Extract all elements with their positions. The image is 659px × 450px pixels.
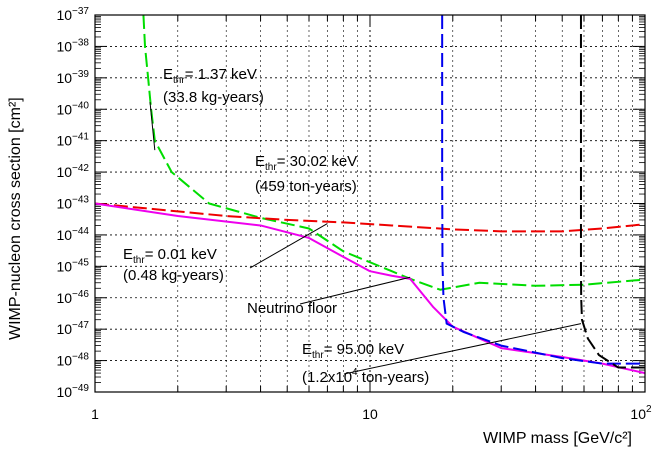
y-tick-label: 10−46 bbox=[56, 289, 89, 306]
pointer-line-red bbox=[249, 223, 328, 269]
y-tick-label-exp: −46 bbox=[72, 289, 89, 300]
annotation-black-prefix: E bbox=[302, 341, 312, 358]
y-tick-label-base: 10 bbox=[56, 164, 72, 180]
y-tick-label-exp: −41 bbox=[72, 132, 89, 143]
pointer-line-neutrino bbox=[299, 276, 411, 305]
x-tick-label-base: 10 bbox=[630, 406, 646, 422]
y-tick-label-exp: −40 bbox=[72, 100, 89, 111]
series-line-green bbox=[142, 14, 646, 291]
x-tick-label: 102 bbox=[630, 404, 652, 422]
annotation-green-prefix: E bbox=[163, 66, 173, 83]
y-tick-label-base: 10 bbox=[56, 258, 72, 274]
y-tick-label-exp: −43 bbox=[72, 195, 89, 206]
y-tick-label-exp: −49 bbox=[72, 383, 89, 394]
grid bbox=[95, 15, 646, 392]
annotation-red-exposure: (0.48 kg-years) bbox=[123, 267, 224, 284]
annotation-pointers bbox=[149, 101, 582, 375]
x-axis-title: WIMP mass [GeV/c²] bbox=[483, 430, 632, 447]
annotation-black-exposure-pre: (1.2x10 bbox=[302, 369, 352, 386]
y-tick-label-base: 10 bbox=[56, 290, 72, 306]
annotation-green-threshold: Ethr= 1.37 keV bbox=[163, 66, 257, 86]
y-tick-label-exp: −47 bbox=[72, 320, 89, 331]
annotation-black-exposure-post: ton-years) bbox=[358, 369, 430, 386]
y-tick-label-exp: −48 bbox=[72, 352, 89, 363]
annotation-red-prefix: E bbox=[123, 246, 133, 263]
plot-frame bbox=[94, 14, 646, 393]
y-tick-label-base: 10 bbox=[56, 133, 72, 149]
y-axis-title: WIMP-nucleon cross section [cm²] bbox=[7, 97, 24, 340]
series-layer bbox=[94, 14, 646, 375]
annotation-blue-threshold: Ethr= 30.02 keV bbox=[255, 153, 357, 173]
annotation-green-sub: thr bbox=[173, 75, 185, 86]
y-tick-label-base: 10 bbox=[56, 353, 72, 369]
annotation-blue-value: = 30.02 keV bbox=[277, 153, 357, 170]
annotation-black-exposure: (1.2x104 ton-years) bbox=[302, 367, 429, 386]
annotation-black-value: = 95.00 keV bbox=[324, 341, 404, 358]
y-tick-label-base: 10 bbox=[56, 38, 72, 54]
annotation-green-exposure: (33.8 kg-years) bbox=[163, 89, 264, 106]
annotation-red-threshold: Ethr= 0.01 keV bbox=[123, 246, 217, 266]
x-tick-label: 1 bbox=[91, 406, 99, 422]
annotation-red-sub: thr bbox=[133, 255, 145, 266]
annotation-green-value: = 1.37 keV bbox=[185, 66, 257, 83]
axis-ticks bbox=[95, 14, 646, 393]
x-tick-label-sup: 2 bbox=[646, 404, 652, 415]
y-tick-label-base: 10 bbox=[56, 70, 72, 86]
annotation-blue-prefix: E bbox=[255, 153, 265, 170]
y-tick-label-base: 10 bbox=[56, 227, 72, 243]
y-tick-label: 10−39 bbox=[56, 69, 89, 86]
y-tick-label: 10−40 bbox=[56, 100, 89, 117]
y-tick-label: 10−45 bbox=[56, 257, 89, 274]
y-tick-label: 10−37 bbox=[56, 6, 89, 23]
annotation-black-threshold: Ethr= 95.00 keV bbox=[302, 341, 404, 361]
y-tick-label-base: 10 bbox=[56, 7, 72, 23]
y-tick-label: 10−43 bbox=[56, 195, 89, 212]
y-tick-label-exp: −45 bbox=[72, 257, 89, 268]
x-tick-labels: 1 10 102 bbox=[91, 404, 652, 422]
y-tick-label-base: 10 bbox=[56, 196, 72, 212]
series-line-blue bbox=[441, 15, 645, 365]
y-tick-label-exp: −44 bbox=[72, 226, 89, 237]
y-tick-label-base: 10 bbox=[56, 101, 72, 117]
y-tick-label: 10−38 bbox=[56, 37, 89, 54]
y-tick-label-base: 10 bbox=[56, 384, 72, 400]
y-tick-label: 10−42 bbox=[56, 163, 89, 180]
annotation-black-exposure-sup: 4 bbox=[352, 367, 358, 378]
y-tick-label-exp: −37 bbox=[72, 6, 89, 17]
annotation-red-value: = 0.01 keV bbox=[145, 246, 217, 263]
y-tick-label: 10−47 bbox=[56, 320, 89, 337]
series-line-red bbox=[94, 202, 646, 233]
annotation-black-sub: thr bbox=[312, 350, 324, 361]
y-tick-label: 10−44 bbox=[56, 226, 89, 243]
y-tick-label-exp: −39 bbox=[72, 69, 89, 80]
y-tick-label-base: 10 bbox=[56, 321, 72, 337]
y-tick-label: 10−41 bbox=[56, 132, 89, 149]
annotation-blue-exposure: (459 ton-years) bbox=[255, 178, 357, 195]
y-tick-label: 10−49 bbox=[56, 383, 89, 400]
y-tick-labels: 10−4910−4810−4710−4610−4510−4410−4310−42… bbox=[56, 6, 89, 400]
x-tick-label-base: 1 bbox=[91, 406, 99, 422]
annotation-neutrino-floor: Neutrino floor bbox=[247, 300, 337, 317]
annotation-blue-sub: thr bbox=[265, 162, 277, 173]
x-tick-label-base: 10 bbox=[362, 406, 378, 422]
pointer-line-black bbox=[343, 323, 582, 375]
y-tick-label-exp: −38 bbox=[72, 37, 89, 48]
x-tick-label: 10 bbox=[362, 406, 378, 422]
y-tick-label-exp: −42 bbox=[72, 163, 89, 174]
y-tick-label: 10−48 bbox=[56, 352, 89, 369]
series-line-black bbox=[579, 15, 645, 369]
pointer-line-green bbox=[149, 101, 156, 151]
